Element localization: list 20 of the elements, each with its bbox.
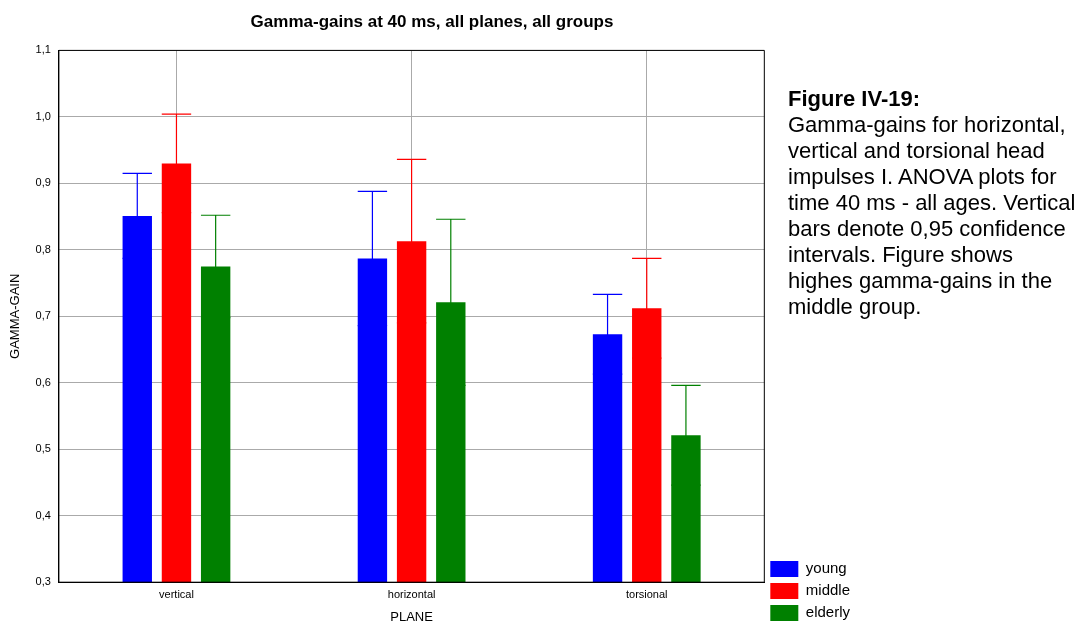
- y-tick-label: 0,8: [35, 242, 51, 255]
- y-axis-title: GAMMA-GAIN: [7, 273, 23, 359]
- y-tick-label: 1,1: [35, 43, 51, 56]
- x-tick-label: horizontal: [387, 587, 436, 600]
- y-tick-label: 0,5: [35, 442, 51, 455]
- x-axis-title: PLANE: [390, 608, 434, 624]
- y-tick-label: 0,9: [35, 176, 51, 189]
- chart-title: Gamma-gains at 40 ms, all planes, all groups: [250, 11, 614, 31]
- x-tick-label: vertical: [159, 587, 194, 600]
- legend-label: young: [805, 559, 847, 577]
- text: Gamma-gains for horizontal, vertical and torsional head impulses I. ANOVA plots for time 40 ms - all ages. Vertical bars denote 0,95 confidence intervals. Figure shows highes gamma-gains in the middle group.: [788, 112, 1076, 319]
- x-tick-label: torsional: [625, 587, 668, 600]
- y-tick-label: 0,3: [35, 575, 51, 588]
- legend-label: elderly: [805, 603, 851, 621]
- legend-label: middle: [805, 581, 850, 599]
- y-tick-label: 0,4: [35, 508, 51, 521]
- y-tick-label: 0,7: [35, 309, 51, 322]
- y-tick-label: 0,6: [35, 375, 51, 388]
- y-tick-label: 1,0: [35, 109, 51, 122]
- text: Figure IV-19:: [788, 86, 922, 112]
